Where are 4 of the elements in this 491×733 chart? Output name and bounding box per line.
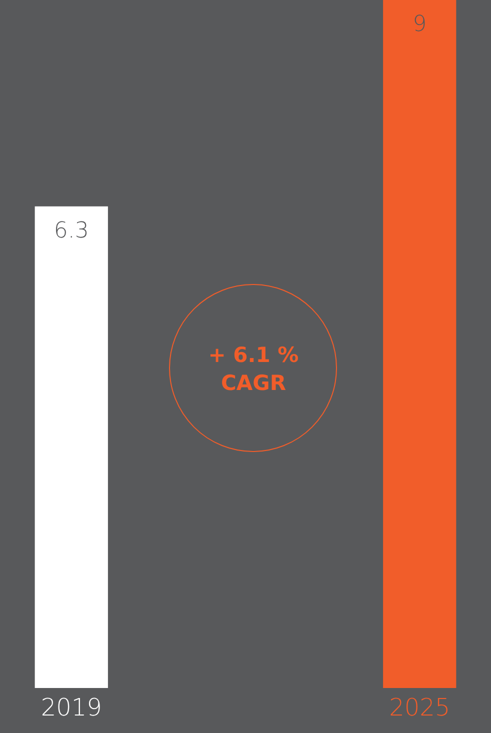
data-label: 6.3 (54, 218, 89, 244)
x-tick-label: 2019 (40, 694, 102, 722)
x-tick-label: 2025 (389, 694, 450, 722)
data-label: 9 (412, 12, 427, 37)
